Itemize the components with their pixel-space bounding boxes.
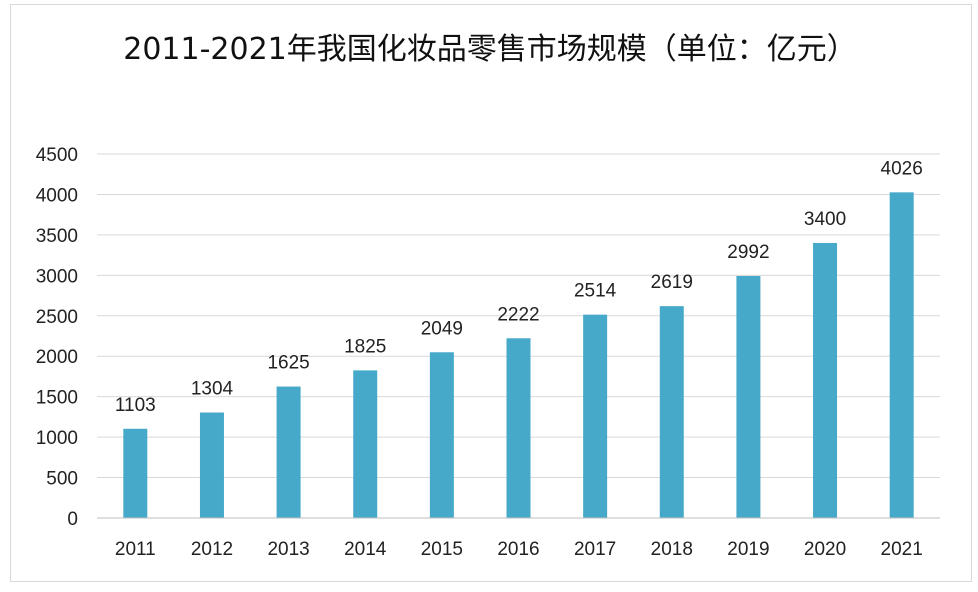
bar	[659, 306, 684, 518]
y-tick-label: 2500	[36, 307, 78, 328]
bar	[506, 338, 531, 518]
data-label: 4026	[881, 158, 923, 179]
bar	[123, 428, 148, 518]
bar	[199, 412, 224, 518]
bar	[429, 352, 454, 518]
bar	[353, 370, 378, 518]
data-label: 1103	[115, 395, 156, 416]
y-tick-label: 2000	[36, 347, 78, 368]
bar	[889, 192, 914, 518]
data-label: 2619	[651, 272, 693, 293]
data-label: 3400	[804, 209, 846, 230]
bar	[736, 275, 761, 518]
x-tick-label: 2021	[881, 539, 923, 560]
y-tick-label: 3500	[36, 226, 78, 247]
data-label: 2049	[421, 318, 463, 339]
bar	[583, 314, 608, 518]
x-tick-label: 2017	[574, 539, 616, 560]
y-tick-label: 1000	[36, 428, 78, 449]
data-label: 1625	[267, 353, 309, 374]
bar	[813, 242, 838, 518]
x-tick-label: 2013	[267, 539, 309, 560]
y-tick-label: 1500	[36, 388, 78, 409]
chart-title: 2011-2021年我国化妆品零售市场规模（单位：亿元）	[123, 32, 857, 67]
y-tick-label: 3000	[36, 266, 78, 287]
data-label: 2514	[574, 281, 617, 302]
bar	[276, 386, 301, 518]
y-tick-label: 500	[46, 469, 78, 490]
x-tick-label: 2018	[651, 539, 693, 560]
y-tick-label: 4500	[36, 145, 78, 166]
x-tick-label: 2012	[191, 539, 233, 560]
x-tick-label: 2015	[421, 539, 463, 560]
x-tick-label: 2020	[804, 539, 846, 560]
x-tick-label: 2019	[727, 539, 769, 560]
data-label: 2992	[727, 242, 769, 263]
y-tick-label: 4000	[36, 185, 78, 206]
chart-frame	[10, 4, 972, 582]
data-label: 1304	[191, 379, 234, 400]
data-label: 2222	[497, 304, 539, 325]
x-tick-label: 2014	[344, 539, 387, 560]
x-tick-label: 2011	[115, 539, 156, 560]
data-label: 1825	[344, 336, 386, 357]
x-tick-label: 2016	[497, 539, 539, 560]
y-tick-label: 0	[67, 509, 78, 530]
